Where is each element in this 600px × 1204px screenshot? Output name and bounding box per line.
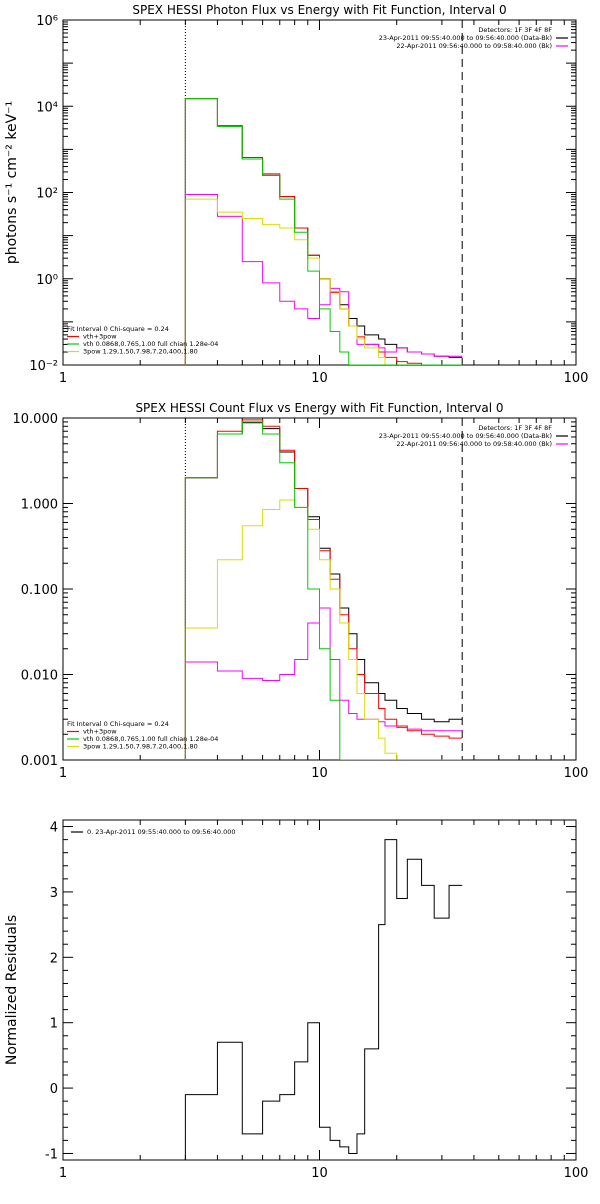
series-line-background (184, 607, 463, 760)
x-tick-label: 1 (59, 371, 67, 386)
legend-bottom-line: 3pow 1.29,1.50,7.98,7.20,400,1.80 (83, 743, 198, 751)
y-tick-label: 2 (50, 951, 58, 966)
x-tick-label: 100 (564, 371, 589, 386)
legend-bottom-line: vth+3pow (83, 728, 117, 736)
legend-bottom-line: vth 0.0868,0.765,1.00 full chian 1.28e-0… (83, 340, 218, 348)
legend-bottom-line: Fit Interval 0 Chi-square = 0.24 (67, 720, 169, 728)
legend-bottom-line: Fit Interval 0 Chi-square = 0.24 (67, 325, 169, 333)
series-line-vth-3pow (184, 419, 463, 760)
legend-bottom-line: vth+3pow (83, 333, 117, 341)
chart-title: SPEX HESSI Photon Flux vs Energy with Fi… (132, 3, 506, 17)
legend-top-line: 23-Apr-2011 09:55:40.000 to 09:56:40.000… (379, 432, 552, 440)
series-line-data (184, 98, 463, 365)
series-line-3pow (184, 499, 463, 760)
legend-top-line: 23-Apr-2011 09:55:40.000 to 09:56:40.000… (379, 34, 552, 42)
series-line-vth (184, 98, 463, 365)
y-tick-label: -1 (45, 1147, 58, 1162)
legend-top-line: 0. 23-Apr-2011 09:55:40.000 to 09:56:40.… (87, 828, 236, 836)
photon-flux-panel: SPEX HESSI Photon Flux vs Energy with Fi… (4, 3, 588, 386)
series-group (184, 419, 463, 760)
x-tick-label: 1 (59, 766, 67, 781)
y-tick-label: 4 (50, 821, 58, 836)
x-tick-label: 1 (59, 1166, 67, 1181)
x-tick-label: 100 (564, 766, 589, 781)
chart-title: SPEX HESSI Count Flux vs Energy with Fit… (135, 401, 503, 415)
y-tick-label: 0.010 (21, 669, 58, 684)
series-line-data (184, 422, 463, 760)
y-tick-label: 10⁰ (36, 273, 58, 288)
y-tick-label: 10.000 (13, 412, 59, 427)
y-tick-label: 0.100 (21, 583, 58, 598)
y-tick-label: 0.001 (21, 754, 58, 769)
series-line-0-23-apr-2011-09-55-40-000-to-09-56-40-000 (184, 839, 463, 1160)
series-line-vth (184, 421, 463, 760)
x-tick-label: 10 (311, 1166, 328, 1181)
series-line-3pow (184, 198, 463, 365)
y-axis-label: Normalized Residuals (4, 915, 20, 1065)
x-tick-label: 100 (564, 1166, 589, 1181)
legend-bottom-line: vth 0.0868,0.765,1.00 full chian 1.28e-0… (83, 735, 218, 743)
y-tick-label: 1 (50, 1017, 58, 1032)
legend-top-line: Detectors: 1F 3F 4F 8F (478, 26, 552, 34)
residuals-panel: 1 10 100 -1 0 1 2 3 4 Normalized Residuals 0. 23-A… (4, 819, 589, 1181)
legend-top-line: 22-Apr-2011 09:56:40.000 to 09:58:40.000… (396, 440, 552, 448)
y-tick-label: 3 (50, 886, 58, 901)
legend-bottom-line: 3pow 1.29,1.50,7.98,7.20,400,1.80 (83, 348, 198, 356)
legend-top-line: Detectors: 1F 3F 4F 8F (478, 424, 552, 432)
series-line-background (184, 193, 463, 365)
legend-top-line: 22-Apr-2011 09:56:40.000 to 09:58:40.000… (396, 42, 552, 50)
y-tick-label: 10⁻² (29, 359, 58, 374)
series-group (184, 98, 463, 365)
y-tick-label: 0 (50, 1082, 58, 1097)
count-flux-panel: SPEX HESSI Count Flux vs Energy with Fit… (13, 401, 589, 781)
y-tick-label: 10² (36, 187, 58, 202)
series-group (184, 839, 463, 1160)
x-tick-label: 10 (311, 371, 328, 386)
y-axis-label: photons s⁻¹ cm⁻² keV⁻¹ (4, 101, 20, 264)
y-tick-label: 10⁴ (36, 100, 58, 115)
y-tick-label: 10⁶ (36, 14, 58, 29)
y-tick-label: 1.000 (21, 498, 58, 513)
x-tick-label: 10 (311, 766, 328, 781)
series-line-vth-3pow (184, 98, 463, 365)
